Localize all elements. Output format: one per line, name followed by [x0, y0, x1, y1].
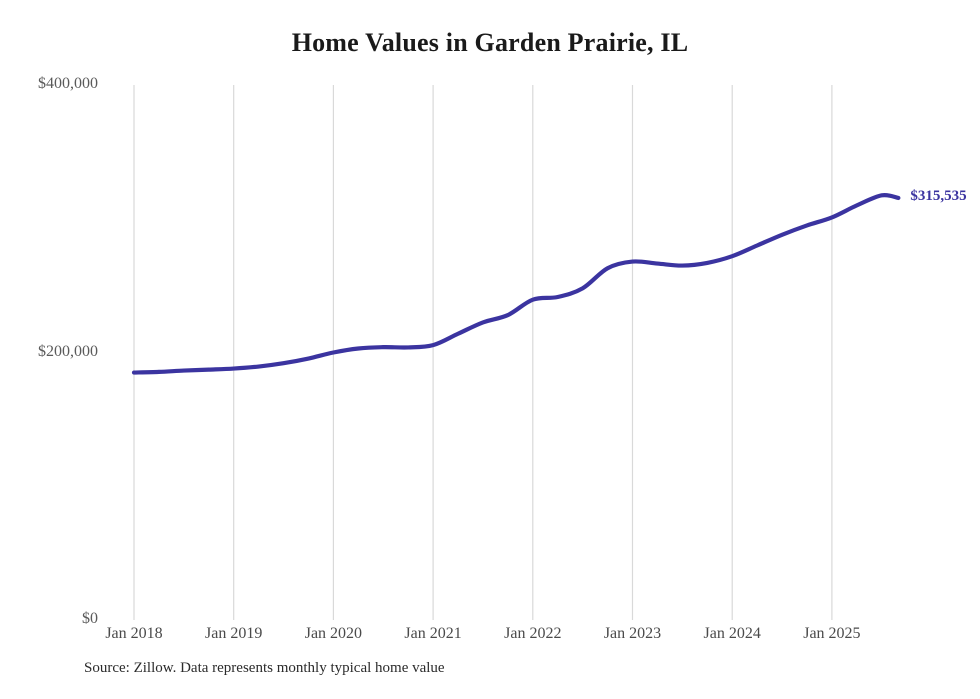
y-tick-label: $0 — [82, 610, 98, 627]
x-tick-label: Jan 2021 — [404, 625, 462, 642]
x-tick-label: Jan 2018 — [105, 625, 163, 642]
y-tick-label: $200,000 — [38, 342, 98, 360]
page-title: Home Values in Garden Prairie, IL — [291, 28, 689, 57]
y-tick-label: $400,000 — [38, 75, 98, 92]
x-tick-label: Jan 2020 — [304, 625, 363, 642]
x-tick-label: Jan 2022 — [504, 625, 562, 642]
x-tick-label: Jan 2023 — [603, 625, 662, 642]
x-tick-label: Jan 2025 — [803, 625, 861, 642]
end-value-annotation: $315,535 — [910, 187, 967, 204]
x-tick-label: Jan 2019 — [205, 625, 263, 642]
series-line-0 — [131, 192, 901, 375]
gridline-group — [133, 85, 833, 620]
x-tick-label: Jan 2024 — [703, 625, 761, 642]
data-series-group — [131, 192, 901, 375]
source-note: Source: Zillow. Data represents monthly … — [84, 660, 445, 676]
